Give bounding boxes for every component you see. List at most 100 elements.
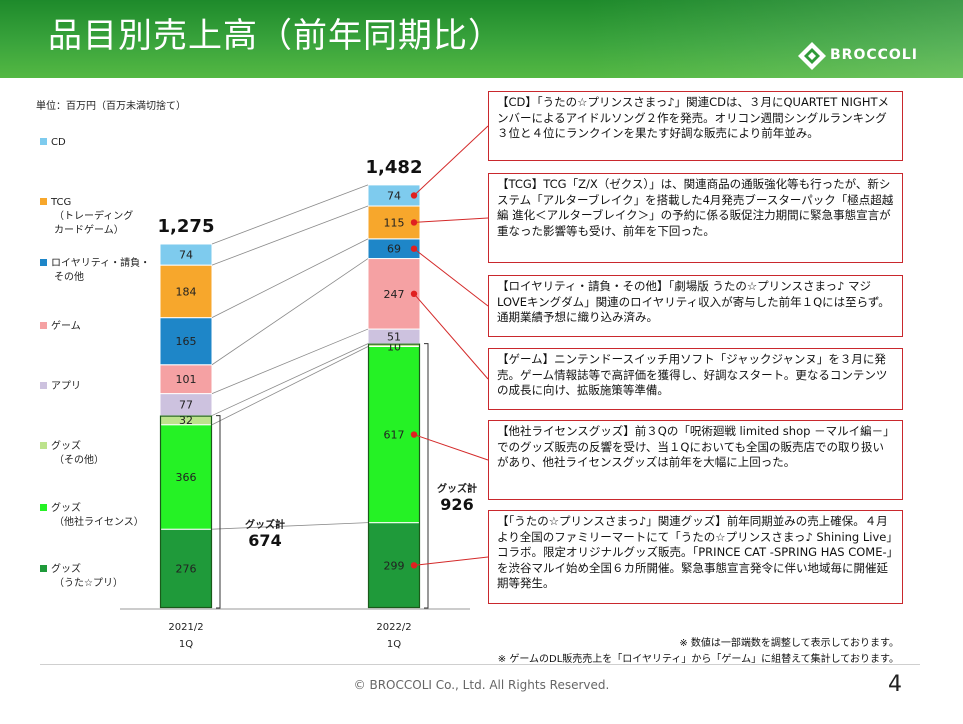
goods-total-value: 674 — [248, 531, 281, 550]
bar-value-label: 366 — [176, 471, 197, 484]
goods-total-caption: グッズ計 — [245, 518, 285, 531]
bar-value-label: 101 — [176, 373, 197, 386]
bar-segment — [159, 364, 213, 395]
bar-segment — [159, 424, 213, 530]
bar-segment — [159, 317, 213, 366]
connector-line — [211, 343, 369, 416]
bar-value-label: 165 — [176, 335, 197, 348]
note-box: 【CD】「うたの☆プリンスさまっ♪」関連CDは、３月にQUARTET NIGHT… — [488, 91, 903, 161]
bar-segment — [159, 243, 213, 266]
bar-value-label: 74 — [387, 189, 401, 202]
legend-item: グッズ （その他） — [40, 440, 104, 468]
legend-label: グッズ — [51, 503, 81, 514]
legend-item: グッズ （他社ライセンス） — [40, 502, 144, 530]
page-title: 品目別売上高（前年同期比） — [48, 16, 503, 56]
legend-swatch — [40, 198, 47, 205]
legend-item: CD — [40, 136, 66, 150]
legend-sublabel: （トレーディング — [54, 211, 134, 222]
legend-swatch — [40, 504, 47, 511]
bar-value-label: 276 — [176, 563, 197, 576]
legend-item: TCG （トレーディング カードゲーム） — [40, 196, 133, 238]
bar-segment — [159, 528, 213, 609]
bar-value-label: 617 — [384, 429, 405, 442]
x-tick-label: 2021/2 — [168, 622, 203, 633]
callout-dot — [410, 290, 418, 298]
note-box: 【TCG】TCG「Z/X（ゼクス）」は、関連商品の通販強化等も行ったが、新システ… — [488, 173, 903, 263]
callout-dot — [410, 431, 418, 438]
legend-swatch — [40, 138, 47, 145]
legend-sublabel: カードゲーム） — [54, 225, 124, 236]
legend-sublabel: （他社ライセンス） — [54, 517, 144, 528]
bar-value-label: 299 — [384, 559, 405, 572]
logo-text: BROCCOLI — [830, 47, 918, 63]
copyright: © BROCCOLI Co., Ltd. All Rights Reserved… — [353, 678, 610, 692]
callout-line — [413, 293, 489, 380]
note-box: 【他社ライセンスグッズ】前３Qの「呪術廻戦 limited shop －マルイ編… — [488, 420, 903, 500]
goods-bracket — [216, 415, 221, 609]
broccoli-logo-icon — [798, 42, 826, 70]
legend-item: ロイヤリティ・請負・ その他 — [40, 257, 150, 285]
callout-dot — [410, 192, 418, 199]
page-number: 4 — [888, 672, 902, 697]
unit-label: 単位：百万円（百万未満切捨て） — [36, 101, 186, 112]
callout-dot — [410, 245, 418, 252]
legend-swatch — [40, 259, 47, 266]
goods-outline — [367, 343, 421, 609]
legend-swatch — [40, 322, 47, 329]
footnote-2: ※ ゲームのDL販売売上を「ロイヤリティ」から「ゲーム」に組替えて集計しておりま… — [497, 654, 899, 665]
bar-value-label: 74 — [179, 249, 193, 262]
connector-line — [211, 184, 369, 245]
legend-label: CD — [51, 137, 66, 148]
bar-value-label: 51 — [387, 330, 401, 343]
legend-item: アプリ — [40, 380, 81, 394]
legend-sublabel: （うた☆プリ） — [54, 578, 123, 589]
legend-label: ロイヤリティ・請負・ — [51, 258, 151, 269]
connector-line — [211, 522, 369, 530]
callout-line — [413, 125, 489, 196]
bar-segment — [159, 264, 213, 319]
x-tick-label: 1Q — [179, 639, 193, 650]
note-box: 【「うたの☆プリンスさまっ♪」関連グッズ】前年同期並みの売上確保。４月より全国の… — [488, 510, 903, 604]
connector-line — [211, 205, 369, 266]
note-box: 【ゲーム】ニンテンドースイッチ用ソフト「ジャックジャンヌ」を３月に発売。ゲーム情… — [488, 348, 903, 410]
bar-total-label: 1,482 — [366, 157, 423, 178]
bar-value-label: 69 — [387, 243, 401, 256]
legend-sublabel: その他 — [54, 272, 84, 283]
legend-swatch — [40, 382, 47, 389]
goods-total-caption: グッズ計 — [437, 482, 477, 495]
connector-line — [211, 238, 369, 319]
bar-value-label: 247 — [384, 288, 405, 301]
connector-line — [211, 346, 369, 426]
legend-sublabel: （その他） — [54, 455, 104, 466]
callout-line — [413, 434, 489, 461]
bar-segment — [367, 184, 421, 207]
x-tick-label: 2022/2 — [376, 622, 411, 633]
legend-label: TCG — [51, 197, 72, 208]
legend-item: グッズ （うた☆プリ） — [40, 563, 123, 591]
bar-value-label: 115 — [384, 216, 405, 229]
legend-label: グッズ — [51, 564, 81, 575]
bar-value-label: 32 — [179, 414, 193, 427]
footnote-1: ※ 数値は一部端数を調整して表示しております。 — [679, 638, 899, 649]
header-banner: 品目別売上高（前年同期比） — [0, 0, 963, 78]
note-box: 【ロイヤリティ・請負・その他】「劇場版 うたの☆プリンスさまっ♪ マジLOVEキ… — [488, 275, 903, 337]
callout-line — [413, 248, 489, 307]
bar-value-label: 184 — [176, 285, 197, 298]
legend-swatch — [40, 442, 47, 449]
broccoli-logo: BROCCOLI — [796, 40, 946, 72]
legend-item: ゲーム — [40, 320, 81, 334]
bar-total-label: 1,275 — [158, 216, 215, 237]
legend-label: ゲーム — [51, 321, 81, 332]
bar-value-label: 77 — [179, 399, 193, 412]
callout-dot — [410, 562, 418, 569]
footer-divider — [40, 664, 920, 665]
legend-label: アプリ — [51, 381, 81, 392]
goods-bracket — [424, 343, 429, 609]
legend-swatch — [40, 565, 47, 572]
legend-label: グッズ — [51, 441, 81, 452]
callout-dot — [410, 219, 418, 226]
callout-line — [413, 217, 489, 223]
callout-line — [413, 556, 489, 566]
x-tick-label: 1Q — [387, 639, 401, 650]
